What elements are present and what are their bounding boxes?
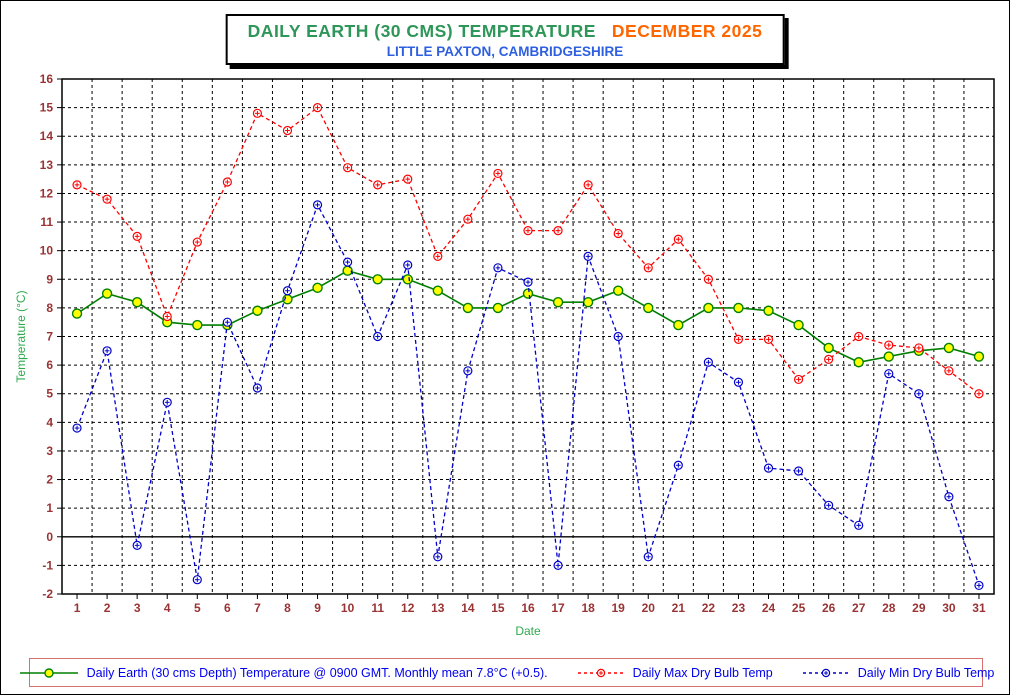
svg-text:24: 24: [762, 601, 776, 615]
svg-text:12: 12: [401, 601, 415, 615]
svg-text:-1: -1: [42, 558, 53, 572]
legend-swatch-max-icon: [577, 668, 624, 677]
svg-text:-2: -2: [42, 587, 53, 601]
svg-text:15: 15: [40, 101, 54, 115]
svg-text:31: 31: [972, 601, 986, 615]
svg-text:5: 5: [46, 387, 53, 401]
legend-item-max: Daily Max Dry Bulb Temp: [576, 666, 773, 680]
svg-text:30: 30: [942, 601, 956, 615]
legend-label-max: Daily Max Dry Bulb Temp: [632, 665, 773, 680]
chart-title-month: DECEMBER 2025: [611, 21, 763, 41]
svg-text:16: 16: [521, 601, 535, 615]
svg-text:22: 22: [702, 601, 716, 615]
legend-swatch-min-icon: [802, 668, 849, 677]
svg-text:12: 12: [40, 186, 54, 200]
svg-text:10: 10: [341, 601, 355, 615]
svg-text:0: 0: [46, 530, 53, 544]
legend-label-min: Daily Min Dry Bulb Temp: [857, 665, 995, 680]
svg-text:23: 23: [732, 601, 746, 615]
svg-text:18: 18: [581, 601, 595, 615]
svg-text:7: 7: [46, 330, 53, 344]
svg-text:7: 7: [254, 601, 261, 615]
svg-text:13: 13: [431, 601, 445, 615]
svg-text:29: 29: [912, 601, 926, 615]
legend-item-min: Daily Min Dry Bulb Temp: [801, 665, 995, 680]
series-2: [72, 200, 984, 591]
svg-text:28: 28: [882, 601, 896, 615]
svg-text:26: 26: [822, 601, 836, 615]
svg-text:3: 3: [46, 444, 53, 458]
legend-item-earth: Daily Earth (30 cms Depth) Temperature @…: [18, 666, 548, 680]
svg-text:14: 14: [40, 129, 54, 143]
svg-text:16: 16: [40, 72, 54, 86]
svg-text:11: 11: [371, 601, 384, 615]
series-1: [72, 103, 984, 399]
svg-text:6: 6: [224, 601, 231, 615]
y-axis-title: Temperature (°C): [14, 290, 28, 382]
legend-label-earth: Daily Earth (30 cms Depth) Temperature @…: [86, 665, 548, 680]
svg-text:2: 2: [46, 473, 53, 487]
legend-swatch-earth-icon: [19, 667, 78, 678]
svg-text:9: 9: [46, 272, 53, 286]
svg-text:6: 6: [46, 358, 53, 372]
svg-text:27: 27: [852, 601, 866, 615]
svg-text:15: 15: [491, 601, 505, 615]
gridlines: [62, 79, 994, 594]
svg-text:25: 25: [792, 601, 806, 615]
chart-title: DAILY EARTH (30 CMS) TEMPERATURE DECEMBER…: [248, 21, 763, 42]
svg-text:20: 20: [642, 601, 656, 615]
svg-text:9: 9: [314, 601, 321, 615]
svg-text:10: 10: [40, 244, 54, 258]
chart-subtitle: LITTLE PAXTON, CAMBRIDGESHIRE: [386, 44, 624, 59]
svg-text:4: 4: [46, 415, 53, 429]
svg-text:8: 8: [284, 601, 291, 615]
svg-text:17: 17: [551, 601, 565, 615]
svg-text:5: 5: [194, 601, 201, 615]
svg-text:14: 14: [461, 601, 475, 615]
svg-text:8: 8: [46, 301, 53, 315]
svg-text:2: 2: [104, 601, 111, 615]
svg-text:19: 19: [612, 601, 626, 615]
legend: Daily Earth (30 cms Depth) Temperature @…: [19, 658, 994, 687]
x-axis-title: Date: [515, 624, 541, 638]
svg-text:1: 1: [46, 501, 53, 515]
svg-text:4: 4: [164, 601, 171, 615]
svg-text:3: 3: [134, 601, 141, 615]
svg-text:13: 13: [40, 158, 54, 172]
svg-text:1: 1: [74, 601, 81, 615]
svg-text:11: 11: [40, 215, 53, 229]
title-box: DAILY EARTH (30 CMS) TEMPERATURE DECEMBER…: [225, 14, 785, 65]
chart-title-main: DAILY EARTH (30 CMS) TEMPERATURE: [247, 21, 596, 41]
svg-text:21: 21: [672, 601, 686, 615]
